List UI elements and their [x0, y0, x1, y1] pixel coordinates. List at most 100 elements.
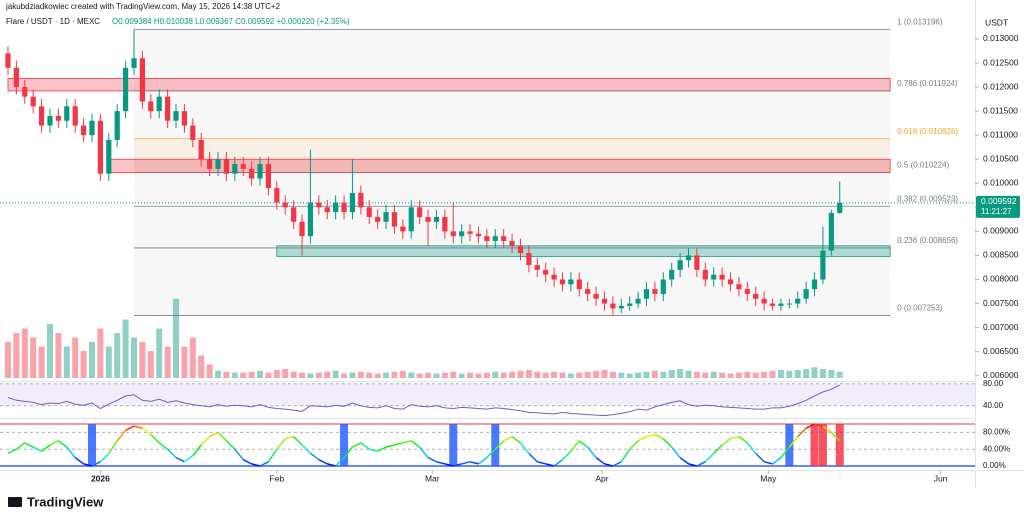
oscillator-segment — [285, 435, 294, 440]
volume-bar — [551, 371, 558, 378]
oscillator-segment — [696, 461, 706, 467]
volume-bar — [735, 372, 742, 378]
candle-body — [47, 115, 53, 126]
y-tick-label: 80.00 — [983, 379, 1004, 388]
volume-bar — [147, 351, 154, 378]
oscillator-segment — [293, 436, 303, 446]
y-tick-label: 0.007500 — [983, 298, 1019, 308]
y-tick-label: 40.00 — [983, 401, 1004, 410]
fib-label: 0.786 (0.011924) — [897, 79, 958, 88]
volume-bar — [383, 372, 390, 378]
volume-bar — [458, 373, 465, 378]
last-price-label: 0.009592 — [981, 196, 1017, 206]
oscillator-segment — [7, 448, 17, 455]
volume-bar — [21, 328, 28, 378]
logo-text: TradingView — [27, 494, 104, 509]
volume-bar — [819, 369, 826, 378]
volume-bar — [475, 373, 482, 378]
volume-bar — [467, 372, 474, 378]
candle-body — [165, 96, 171, 121]
x-tick-label: May — [760, 473, 777, 483]
volume-bar — [299, 372, 306, 378]
candle-body — [719, 274, 725, 280]
volume-bar — [450, 371, 457, 378]
volume-bar — [626, 373, 633, 378]
oscillator-segment — [309, 452, 320, 461]
volume-bar — [727, 373, 734, 378]
volume-bar — [265, 372, 272, 378]
candle-body — [618, 305, 624, 309]
volume-bar — [408, 372, 415, 378]
candle-body — [123, 67, 129, 112]
oscillator-segment — [620, 448, 631, 463]
volume-bar — [198, 355, 205, 378]
oscillator-segment — [486, 448, 496, 459]
volume-bar — [122, 319, 129, 378]
volume-bar — [349, 372, 356, 378]
candle-body — [148, 101, 154, 112]
signal-marker — [340, 424, 349, 466]
volume-bar — [500, 372, 507, 378]
volume-bar — [307, 373, 314, 378]
volume-bar — [702, 372, 709, 378]
oscillator-segment — [755, 452, 765, 463]
oscillator-segment — [654, 433, 664, 440]
volume-bar — [609, 371, 616, 378]
candle-body — [341, 202, 347, 213]
oscillator-segment — [200, 436, 211, 446]
candle-body — [803, 289, 809, 299]
volume-bar — [525, 369, 532, 378]
candle-body — [433, 216, 440, 222]
volume-bar — [257, 370, 264, 378]
credit: jakubdziadkowiec created with TradingVie… — [5, 2, 281, 11]
candle-body — [627, 303, 633, 306]
volume-bar — [80, 351, 87, 378]
volume-bar — [836, 371, 843, 378]
fib-label: 0.236 (0.008656) — [897, 236, 958, 245]
candle-body — [601, 298, 608, 304]
candle-body — [753, 293, 759, 299]
oscillator-segment — [469, 461, 479, 465]
candle-body — [55, 115, 61, 121]
y-tick-label: 0.012000 — [983, 81, 1019, 91]
candle-body — [643, 289, 650, 299]
volume-bar — [63, 346, 70, 378]
volume-bar — [290, 371, 297, 378]
y-tick-label: 0.008000 — [983, 274, 1019, 284]
volume-bar — [97, 328, 104, 378]
signal-marker — [491, 424, 500, 466]
candle-body — [282, 202, 288, 208]
oscillator-segment — [671, 446, 681, 459]
volume-bar — [173, 298, 180, 378]
volume-bar — [231, 372, 238, 378]
logo: TradingView — [8, 494, 104, 509]
volume-bar — [534, 371, 541, 378]
oscillator-segment — [629, 440, 639, 450]
oscillator-segment — [267, 448, 278, 463]
volume-bar — [752, 372, 759, 378]
oscillator-segment — [192, 444, 202, 456]
candle-body — [349, 192, 356, 213]
candle-body — [761, 298, 767, 304]
oscillator-segment — [797, 427, 807, 438]
y-tick-label: 0.010500 — [983, 153, 1019, 163]
oscillator-segment — [369, 448, 378, 453]
oscillator-segment — [234, 448, 244, 461]
oscillator-segment — [679, 456, 689, 465]
volume-bar — [181, 346, 188, 378]
oscillator-segment — [822, 425, 832, 434]
candle-body — [795, 298, 801, 304]
oscillator-segment — [453, 463, 462, 467]
oscillator-segment — [394, 442, 404, 446]
volume-bar — [114, 333, 121, 378]
volume-bar — [223, 371, 230, 378]
candle-body — [257, 164, 263, 179]
oscillator-segment — [259, 461, 269, 467]
x-tick-label: Feb — [270, 473, 285, 483]
volume-bar — [4, 342, 11, 378]
candle-body — [375, 216, 381, 222]
oscillator-segment — [662, 438, 673, 448]
candle-body — [652, 289, 658, 294]
oscillator-segment — [158, 442, 169, 450]
oscillator-segment — [175, 456, 185, 463]
